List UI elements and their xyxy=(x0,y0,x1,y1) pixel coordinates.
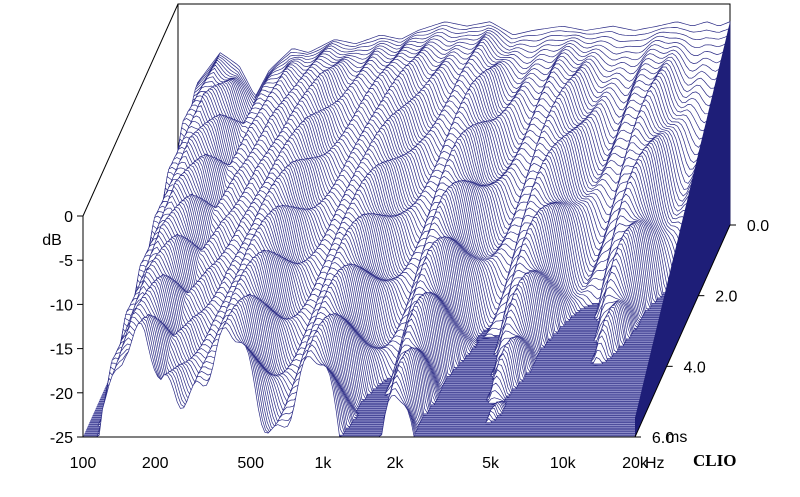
y-tick-label: -25 xyxy=(50,430,73,447)
frame-edge xyxy=(634,224,731,438)
y-tick-label: 0 xyxy=(64,209,73,226)
x-tick-label: 100 xyxy=(70,455,97,472)
chart-side-wall xyxy=(635,21,730,437)
x-tick-label: 200 xyxy=(142,455,169,472)
clio-watermark: CLIO xyxy=(693,451,736,470)
y-tick-label: -15 xyxy=(50,342,73,359)
z-tick-label: 6.0 xyxy=(652,430,674,447)
x-tick-label: 5k xyxy=(482,455,500,472)
y-tick-label: -5 xyxy=(59,253,73,270)
x-axis-unit-label: Hz xyxy=(645,455,665,472)
x-tick-label: 10k xyxy=(550,455,577,472)
y-tick-label: -20 xyxy=(50,386,73,403)
y-axis-label: dB xyxy=(42,232,62,249)
x-axis-ticks: 100 200 500 1k 2k 5k 10k 20k xyxy=(70,455,649,472)
z-tick-label: 0.0 xyxy=(747,218,769,235)
x-tick-label: 1k xyxy=(314,455,332,472)
x-tick-label: 500 xyxy=(237,455,264,472)
x-tick-label: 2k xyxy=(387,455,405,472)
y-axis-ticks: 0 -5 -10 -15 -20 -25 xyxy=(50,209,83,447)
z-tick-label: 4.0 xyxy=(684,359,706,376)
x-tick-label: 20k xyxy=(622,455,649,472)
z-tick-label: 2.0 xyxy=(715,289,737,306)
frame-edge xyxy=(82,3,179,217)
z-axis-ticks: 0.0 2.0 4.0 6.0 xyxy=(635,218,769,447)
z-axis-unit-label: ms xyxy=(666,429,687,446)
chart-frame xyxy=(82,3,731,438)
decay-slices xyxy=(83,21,731,438)
y-tick-label: -10 xyxy=(50,297,73,314)
